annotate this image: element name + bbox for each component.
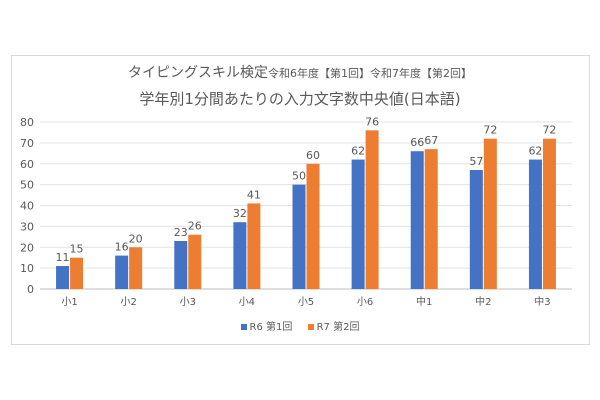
bar [528, 159, 542, 289]
y-tick-label: 80 [20, 116, 34, 129]
bar [292, 184, 306, 289]
legend-item-r6: R6 第1回 [240, 322, 293, 333]
x-tick-label: 中3 [534, 295, 550, 308]
x-tick-label: 小2 [120, 296, 136, 308]
data-label: 57 [469, 155, 483, 168]
data-label: 26 [188, 220, 202, 233]
bar [174, 240, 188, 289]
x-tick-label: 小1 [61, 296, 77, 308]
y-tick-label: 0 [27, 283, 34, 296]
x-tick-label: 中1 [416, 295, 432, 308]
bar [351, 159, 365, 289]
bar [469, 170, 483, 289]
x-tick-label: 小5 [298, 296, 314, 308]
y-tick-label: 50 [20, 179, 34, 192]
data-label: 66 [410, 136, 424, 149]
bar [365, 130, 379, 289]
data-label: 76 [365, 115, 379, 128]
legend-label-r7: R7 第2回 [316, 322, 360, 333]
data-label: 41 [247, 188, 261, 201]
y-tick-label: 40 [20, 200, 34, 213]
y-tick-label: 70 [20, 137, 34, 150]
title-sub: 令和6年度【第1回】令和7年度【第2回】 [268, 67, 472, 80]
y-tick-label: 60 [20, 158, 34, 171]
data-label: 50 [292, 170, 306, 183]
legend-swatch-r7 [307, 324, 314, 330]
bar [115, 255, 129, 289]
data-label: 20 [129, 232, 143, 245]
data-label: 15 [70, 243, 84, 256]
x-tick-label: 小3 [180, 296, 196, 308]
y-tick-label: 30 [20, 220, 34, 233]
y-tick-label: 10 [20, 262, 34, 275]
data-label: 16 [115, 241, 129, 254]
chart-title: タイピングスキル検定令和6年度【第1回】令和7年度【第2回】 [0, 62, 600, 82]
data-label: 62 [351, 145, 365, 158]
bar [306, 163, 320, 289]
x-tick-label: 小6 [357, 296, 373, 308]
data-label: 23 [174, 226, 188, 239]
title-main: タイピングスキル検定 [128, 65, 268, 81]
x-tick-label: 小4 [239, 296, 255, 308]
bar [424, 149, 438, 289]
data-label: 62 [528, 145, 542, 158]
bar [129, 247, 143, 289]
x-tick-label: 中2 [475, 295, 491, 308]
y-tick-label: 20 [20, 241, 34, 254]
bar [410, 151, 424, 289]
data-label: 11 [56, 251, 70, 264]
bar [233, 222, 247, 289]
bar [56, 266, 70, 289]
bar [70, 257, 84, 289]
data-label: 32 [233, 207, 247, 220]
chart-subtitle: 学年別1分間あたりの入力文字数中央値(日本語) [139, 90, 461, 108]
bar [188, 234, 202, 289]
legend-swatch-r6 [240, 324, 247, 330]
legend-label-r6: R6 第1回 [249, 322, 293, 333]
legend: R6 第1回 R7 第2回 [0, 318, 600, 333]
bar [247, 203, 261, 289]
data-label: 67 [424, 134, 438, 147]
data-label: 72 [483, 124, 497, 137]
data-label: 60 [306, 149, 320, 162]
legend-item-r7: R7 第2回 [307, 322, 360, 333]
data-label: 72 [542, 124, 556, 137]
bar [542, 138, 556, 289]
bar [483, 138, 497, 289]
